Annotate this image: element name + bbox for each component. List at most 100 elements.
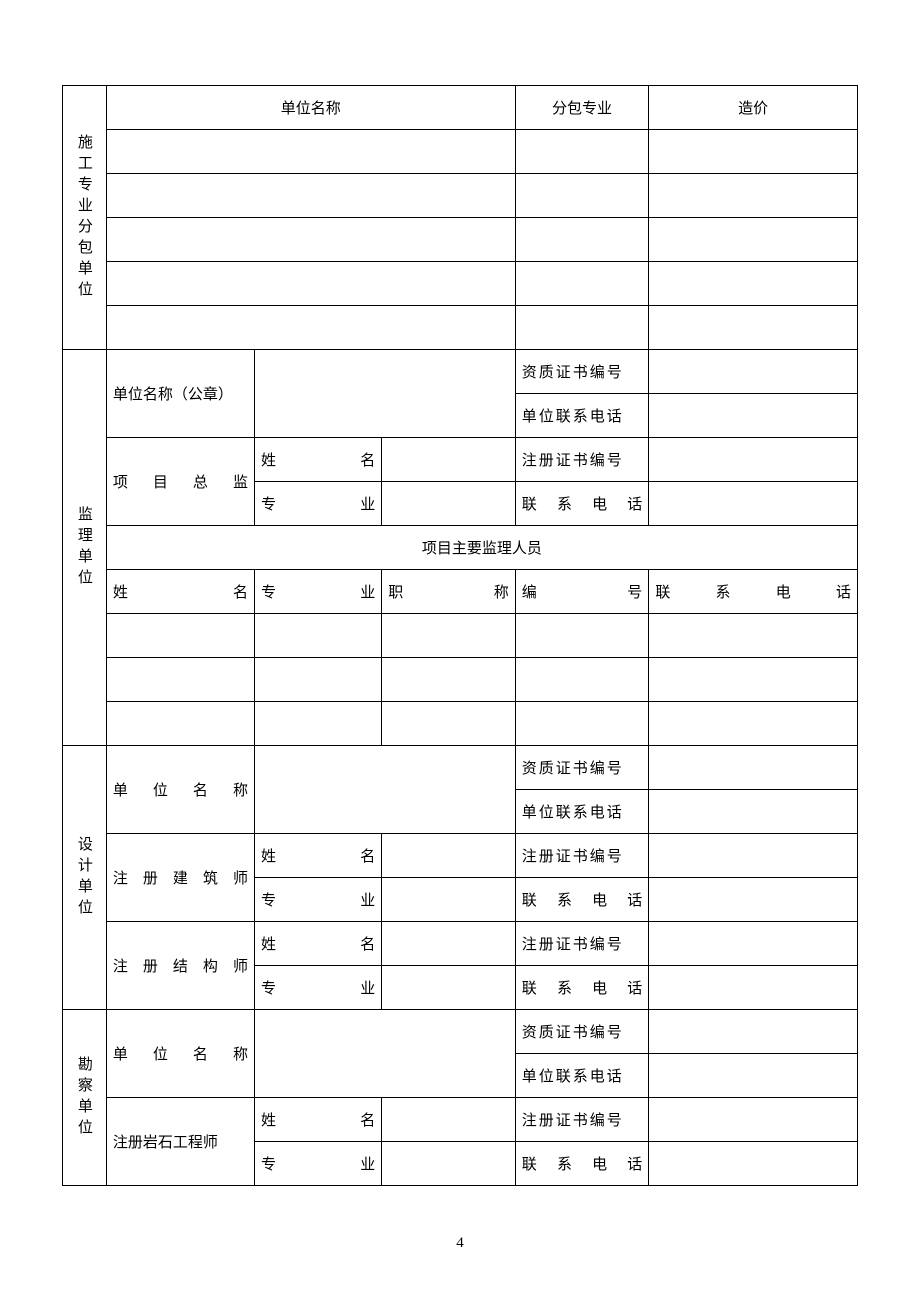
survey-engineer-phone-label: 联系电话 — [515, 1142, 649, 1186]
design-architect-cert-value — [649, 834, 858, 878]
cell-empty — [515, 658, 649, 702]
design-structural-cert-label: 注册证书编号 — [515, 922, 649, 966]
survey-engineer-row1: 注册岩石工程师 姓名 注册证书编号 — [63, 1098, 858, 1142]
staff-col-phone: 联系电话 — [649, 570, 858, 614]
cell-empty — [649, 262, 858, 306]
design-architect-phone-label: 联系电话 — [515, 878, 649, 922]
cell-empty — [649, 306, 858, 350]
supervision-unit-label: 单位名称（公章） — [106, 350, 254, 438]
design-structural-name-value — [382, 922, 516, 966]
design-structural-spec-label: 专业 — [254, 966, 381, 1010]
cell-empty — [106, 306, 515, 350]
cell-empty — [382, 658, 516, 702]
supervision-chief-cert-label: 注册证书编号 — [515, 438, 649, 482]
table-row — [63, 658, 858, 702]
supervision-cert-value — [649, 350, 858, 394]
survey-engineer-cert-value — [649, 1098, 858, 1142]
cell-empty — [106, 174, 515, 218]
cell-empty — [649, 614, 858, 658]
supervision-chief-name-value — [382, 438, 516, 482]
supervision-staff-columns-row: 姓名 专业 职称 编号 联系电话 — [63, 570, 858, 614]
supervision-chief-spec-label: 专业 — [254, 482, 381, 526]
survey-unit-label: 单位名称 — [106, 1010, 254, 1098]
cell-empty — [649, 658, 858, 702]
design-structural-spec-value — [382, 966, 516, 1010]
design-unit-row1: 设计单位 单位名称 资质证书编号 — [63, 746, 858, 790]
design-cert-value — [649, 746, 858, 790]
form-table: 施工专业分包单位 单位名称 分包专业 造价 监理单位 单位名称（公章） 资质证书… — [62, 85, 858, 1186]
design-architect-row1: 注册建筑师 姓名 注册证书编号 — [63, 834, 858, 878]
design-architect-cert-label: 注册证书编号 — [515, 834, 649, 878]
design-structural-phone-value — [649, 966, 858, 1010]
supervision-staff-header: 项目主要监理人员 — [106, 526, 857, 570]
supervision-unit-value — [254, 350, 515, 438]
cell-empty — [382, 702, 516, 746]
cell-empty — [254, 614, 381, 658]
staff-col-specialty: 专业 — [254, 570, 381, 614]
supervision-cert-label: 资质证书编号 — [515, 350, 649, 394]
survey-engineer-name-label: 姓名 — [254, 1098, 381, 1142]
design-side-label: 设计单位 — [63, 746, 107, 1010]
supervision-chief-name-label: 姓名 — [254, 438, 381, 482]
subcontract-col-unitname: 单位名称 — [106, 86, 515, 130]
design-architect-spec-value — [382, 878, 516, 922]
design-cert-label: 资质证书编号 — [515, 746, 649, 790]
cell-empty — [515, 174, 649, 218]
design-structural-phone-label: 联系电话 — [515, 966, 649, 1010]
design-phone-label: 单位联系电话 — [515, 790, 649, 834]
survey-phone-label: 单位联系电话 — [515, 1054, 649, 1098]
staff-col-number: 编号 — [515, 570, 649, 614]
supervision-chief-row1: 项目总监 姓名 注册证书编号 — [63, 438, 858, 482]
survey-engineer-spec-label: 专业 — [254, 1142, 381, 1186]
design-unit-value — [254, 746, 515, 834]
table-row — [63, 306, 858, 350]
table-row — [63, 702, 858, 746]
cell-empty — [106, 262, 515, 306]
design-architect-label: 注册建筑师 — [106, 834, 254, 922]
supervision-unit-row1: 监理单位 单位名称（公章） 资质证书编号 — [63, 350, 858, 394]
cell-empty — [515, 614, 649, 658]
supervision-phone-label: 单位联系电话 — [515, 394, 649, 438]
table-row — [63, 614, 858, 658]
cell-empty — [106, 614, 254, 658]
supervision-chief-spec-value — [382, 482, 516, 526]
design-structural-name-label: 姓名 — [254, 922, 381, 966]
cell-empty — [515, 702, 649, 746]
cell-empty — [382, 614, 516, 658]
design-structural-label: 注册结构师 — [106, 922, 254, 1010]
survey-unit-value — [254, 1010, 515, 1098]
design-unit-label: 单位名称 — [106, 746, 254, 834]
design-architect-name-label: 姓名 — [254, 834, 381, 878]
design-architect-name-value — [382, 834, 516, 878]
cell-empty — [515, 262, 649, 306]
design-structural-row1: 注册结构师 姓名 注册证书编号 — [63, 922, 858, 966]
survey-engineer-label: 注册岩石工程师 — [106, 1098, 254, 1186]
cell-empty — [254, 702, 381, 746]
design-architect-phone-value — [649, 878, 858, 922]
design-phone-value — [649, 790, 858, 834]
staff-col-name: 姓名 — [106, 570, 254, 614]
cell-empty — [254, 658, 381, 702]
cell-empty — [649, 218, 858, 262]
survey-engineer-name-value — [382, 1098, 516, 1142]
cell-empty — [106, 218, 515, 262]
subcontract-col-cost: 造价 — [649, 86, 858, 130]
cell-empty — [649, 130, 858, 174]
staff-col-title: 职称 — [382, 570, 516, 614]
survey-engineer-cert-label: 注册证书编号 — [515, 1098, 649, 1142]
supervision-side-label: 监理单位 — [63, 350, 107, 746]
cell-empty — [515, 306, 649, 350]
cell-empty — [649, 702, 858, 746]
cell-empty — [106, 130, 515, 174]
supervision-chief-phone-label: 联系电话 — [515, 482, 649, 526]
table-row — [63, 130, 858, 174]
survey-side-label: 勘察单位 — [63, 1010, 107, 1186]
supervision-phone-value — [649, 394, 858, 438]
cell-empty — [106, 658, 254, 702]
survey-engineer-phone-value — [649, 1142, 858, 1186]
cell-empty — [106, 702, 254, 746]
subcontract-side-label: 施工专业分包单位 — [63, 86, 107, 350]
table-row — [63, 218, 858, 262]
survey-phone-value — [649, 1054, 858, 1098]
design-architect-spec-label: 专业 — [254, 878, 381, 922]
